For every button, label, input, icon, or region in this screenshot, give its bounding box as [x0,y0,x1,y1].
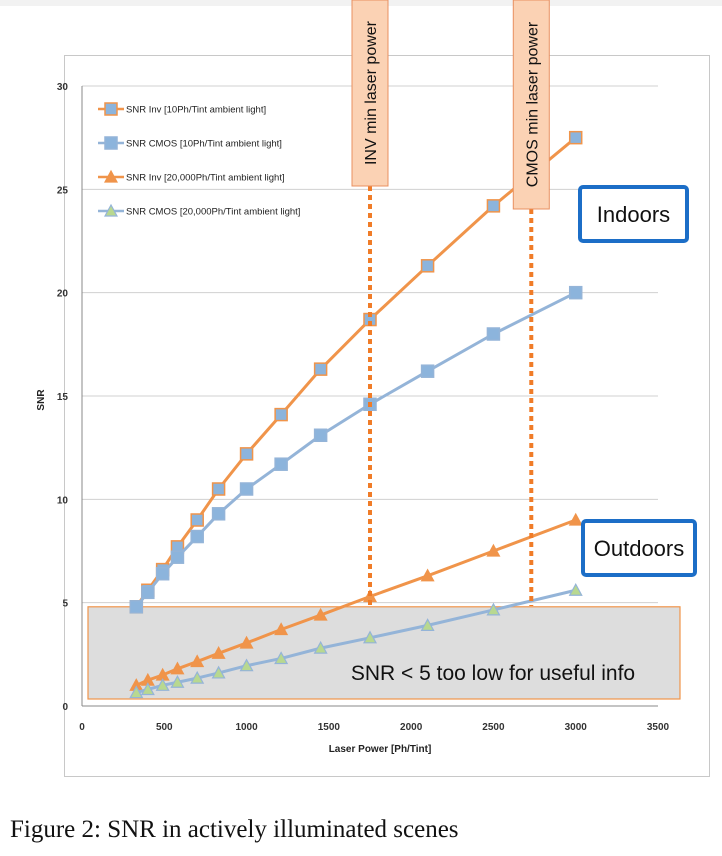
outdoors-box: Outdoors [581,519,697,577]
snr-inv-10ph-point [313,362,328,376]
snr-cmos-10ph-point [274,457,288,471]
threshold-label: INV min laser power [363,20,380,165]
x-tick-label: 3000 [565,722,588,733]
snr-cmos-10ph-point [420,364,435,378]
series-layer [129,130,583,699]
threshold-label-box [351,0,389,187]
snr-cmos-10ph-point [190,529,204,544]
snr-cmos-10ph-point [568,285,583,300]
legend-swatch-marker [104,136,118,150]
y-tick-label: 20 [57,289,69,300]
snr-inv-20000ph-point [420,568,435,582]
snr-inv-10ph-point [274,407,288,422]
snr-cmos-20000ph-point [211,665,226,679]
snr-cmos-20000ph-point [486,602,501,616]
snr-inv-10ph-point [211,482,226,496]
legend-swatch-marker [103,169,119,183]
low-snr-label: SNR < 5 too low for useful info [351,662,635,685]
snr-cmos-20000ph-point [140,682,155,696]
snr-cmos-10ph-point [129,600,144,614]
annotation-box-label: Indoors [597,202,670,227]
x-tick-label: 2500 [482,722,505,733]
x-tick-label: 1500 [318,722,341,733]
y-tick-label: 0 [62,702,68,713]
annotation-box [581,519,697,577]
legend-label: SNR CMOS [10Ph/Tint ambient light] [126,139,282,150]
snr-cmos-20000ph-point [420,618,435,632]
snr-cmos-20000ph-point [190,670,205,684]
snr-cmos-10ph-point [155,566,170,581]
x-tick-label: 1000 [235,722,258,733]
figure-caption: Figure 2: SNR in actively illuminated sc… [10,816,459,843]
legend-label: SNR Inv [20,000Ph/Tint ambient light] [126,173,285,184]
snr-inv-10ph-point [420,259,435,273]
snr-cmos-20000ph-point [362,630,378,644]
annotation-box [578,185,689,243]
snr-cmos-20000ph-point [274,651,289,665]
snr-inv-10ph-point [486,199,501,213]
snr-cmos-10ph-point [313,428,328,443]
threshold-cmos: CMOS min laser power [512,0,550,606]
legend-entry: SNR Inv [10Ph/Tint ambient light] [98,102,266,116]
series-snr-cmos-10ph [129,285,583,614]
legend-entry: SNR CMOS [20,000Ph/Tint ambient light] [98,203,300,218]
snr-cmos-20000ph-point [155,678,170,691]
snr-inv-20000ph-point [170,661,185,675]
legend: SNR Inv [10Ph/Tint ambient light] SNR CMO… [98,102,300,218]
snr-cmos-20000ph-point [170,674,185,688]
series-snr-cmos-20000ph [129,583,583,699]
x-tick-label: 0 [79,722,85,733]
snr-cmos-10ph-point [239,482,254,496]
snr-inv-10ph-point [190,513,204,527]
threshold-label-box [512,0,550,210]
threshold-label: CMOS min laser power [524,21,541,187]
indoors-box: Indoors [578,185,689,243]
x-tick-label: 500 [156,722,173,733]
legend-swatch-marker [103,203,119,217]
x-tick-label: 3500 [647,722,670,733]
snr-cmos-10ph-point [170,550,185,564]
snr-inv-20000ph-point [486,543,501,557]
snr-cmos-20000ph-point [313,640,328,654]
x-tick-label: 2000 [400,722,423,733]
legend-entry: SNR CMOS [10Ph/Tint ambient light] [98,136,282,150]
annotation-boxes: Indoors Outdoors [578,185,697,577]
low-snr-region-layer: SNR < 5 too low for useful info [87,606,681,700]
legend-label: SNR Inv [10Ph/Tint ambient light] [126,105,266,116]
snr-inv-20000ph-point [190,654,205,668]
snr-cmos-10ph-point [486,327,501,341]
snr-inv-20000ph-point [211,646,226,659]
snr-cmos-10ph-point [141,585,155,600]
y-tick-label: 10 [57,495,69,506]
snr-inv-20000ph-point [274,622,289,636]
y-tick-label: 30 [57,82,69,93]
snr-cmos-20000ph-point [129,685,144,699]
axis-layer: 0 5 10 15 20 25 30 0 500 1000 1500 2000 2500 3000 3500… [36,82,670,755]
snr-chart: SNR < 5 too low for useful info 0 5 10 15 20… [36,0,697,755]
y-tick-label: 5 [62,599,68,610]
snr-cmos-20000ph-point [239,658,254,672]
legend-label: SNR CMOS [20,000Ph/Tint ambient light] [126,207,300,218]
snr-cmos-10ph-line [135,291,577,608]
snr-inv-10ph-point [568,130,583,145]
annotation-box-label: Outdoors [594,536,685,561]
snr-inv-20000ph-point [313,607,328,621]
snr-cmos-20000ph-point [568,583,583,596]
snr-inv-20000ph-point [568,512,583,526]
threshold-layer: INV min laser power CMOS min laser power [351,0,550,606]
snr-cmos-10ph-point [211,507,226,521]
snr-inv-20000ph-point [239,635,254,649]
threshold-inv: INV min laser power [351,0,389,606]
legend-entry: SNR Inv [20,000Ph/Tint ambient light] [98,169,285,184]
snr-inv-10ph-point [239,447,254,461]
y-axis-label: SNR [36,389,47,411]
y-tick-label: 25 [57,185,69,196]
legend-swatch-marker [104,102,118,116]
x-axis-label: Laser Power [Ph/Tint] [329,744,432,755]
low-snr-region [87,606,681,700]
y-tick-label: 15 [57,392,69,403]
